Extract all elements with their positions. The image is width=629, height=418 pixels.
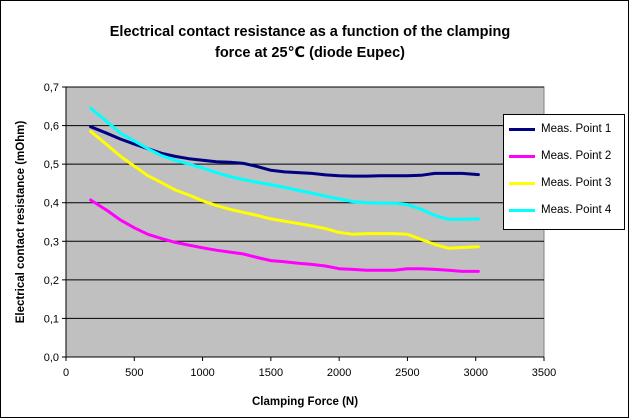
legend-label: Meas. Point 1 xyxy=(541,123,612,135)
y-tick-label: 0,0 xyxy=(44,352,59,364)
x-tick-label: 3500 xyxy=(532,367,556,379)
chart-title-line-1: Electrical contact resistance as a funct… xyxy=(109,24,511,40)
series-line-meas-point-4 xyxy=(89,106,480,221)
x-tick-label: 1500 xyxy=(259,367,283,379)
y-tick-label: 0,7 xyxy=(44,82,59,94)
x-tick-label: 2000 xyxy=(327,367,351,379)
legend-swatch xyxy=(509,182,535,185)
x-tick-label: 1000 xyxy=(190,367,214,379)
grid-lines xyxy=(66,86,544,319)
chart-title-line-2: force at 25℃ (diode Eupec) xyxy=(215,45,405,61)
y-tick-label: 0,1 xyxy=(44,313,59,325)
tick-labels: 0,0 0,1 0,2 0,3 0,4 0,5 0,6 0,7 0 500 1000 1500 2000… xyxy=(44,82,557,379)
x-tick-label: 500 xyxy=(125,367,143,379)
y-tick-label: 0,5 xyxy=(44,159,59,171)
legend-swatch xyxy=(509,128,535,131)
legend-swatch xyxy=(509,209,535,212)
series-line-meas-point-2 xyxy=(89,198,480,273)
y-tick-label: 0,2 xyxy=(44,275,59,287)
series-line-meas-point-3 xyxy=(89,129,480,250)
y-tick-label: 0,4 xyxy=(44,198,59,210)
x-axis-title: Clamping Force (N) xyxy=(252,396,358,408)
legend-label: Meas. Point 2 xyxy=(541,150,612,162)
y-axis-title: Electrical contact resistance (mOhm) xyxy=(15,121,27,324)
legend-label: Meas. Point 4 xyxy=(541,204,612,216)
x-tick-label: 2500 xyxy=(395,367,419,379)
legend-swatch xyxy=(509,155,535,158)
x-tick-label: 3000 xyxy=(463,367,487,379)
x-tick-label: 0 xyxy=(63,367,69,379)
y-tick-label: 0,3 xyxy=(44,236,59,248)
axes xyxy=(62,86,545,361)
plot-area xyxy=(65,86,545,358)
legend-label: Meas. Point 3 xyxy=(541,177,612,189)
series-lines xyxy=(89,106,480,273)
chart-title: Electrical contact resistance as a funct… xyxy=(40,22,580,64)
y-tick-label: 0,6 xyxy=(44,121,59,133)
legend: Meas. Point 1 Meas. Point 2 Meas. Point 3 M… xyxy=(503,114,625,230)
